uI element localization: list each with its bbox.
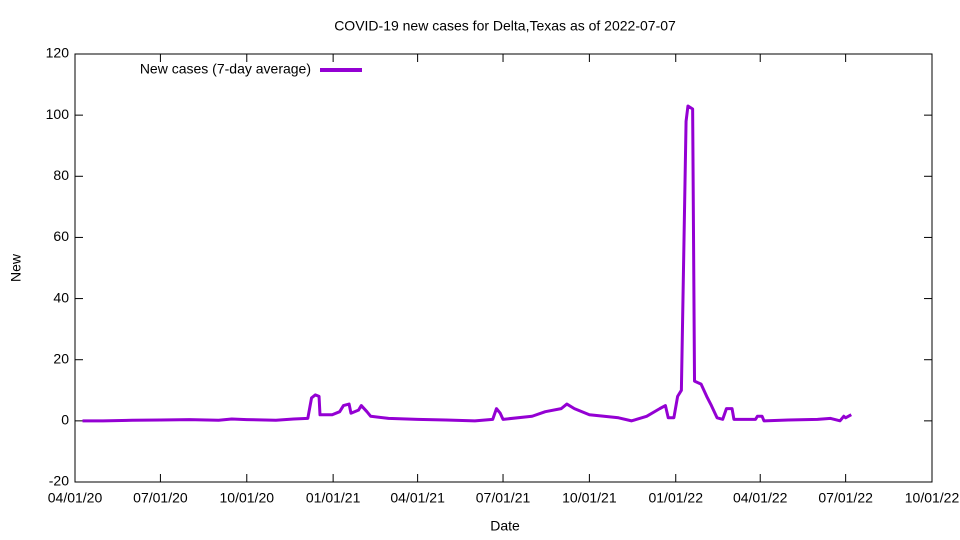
x-tick-label: 10/01/20 (220, 490, 275, 506)
x-tick-label: 10/01/21 (562, 490, 617, 506)
x-tick-label: 04/01/20 (48, 490, 103, 506)
x-axis-label: Date (490, 518, 520, 534)
y-tick-label: 60 (53, 228, 69, 244)
x-tick-label: 07/01/21 (476, 490, 531, 506)
y-tick-label: 100 (46, 106, 70, 122)
x-tick-label: 04/01/22 (733, 490, 788, 506)
y-axis-label: New (8, 253, 24, 282)
x-tick-label: 01/01/21 (306, 490, 361, 506)
x-tick-label: 01/01/22 (648, 490, 703, 506)
chart-title: COVID-19 new cases for Delta,Texas as of… (334, 18, 676, 34)
x-tick-label: 10/01/22 (905, 490, 960, 506)
x-tick-label: 04/01/21 (390, 490, 445, 506)
legend-label: New cases (7-day average) (140, 61, 311, 77)
y-tick-label: 0 (61, 412, 69, 428)
x-tick-label: 07/01/20 (133, 490, 188, 506)
y-tick-label: 20 (53, 350, 69, 366)
y-tick-label: 80 (53, 167, 69, 183)
y-tick-label: 40 (53, 289, 69, 305)
data-line (82, 104, 852, 423)
y-tick-label: -20 (49, 473, 69, 489)
y-tick-label: 120 (46, 45, 70, 61)
x-tick-label: 07/01/22 (818, 490, 873, 506)
